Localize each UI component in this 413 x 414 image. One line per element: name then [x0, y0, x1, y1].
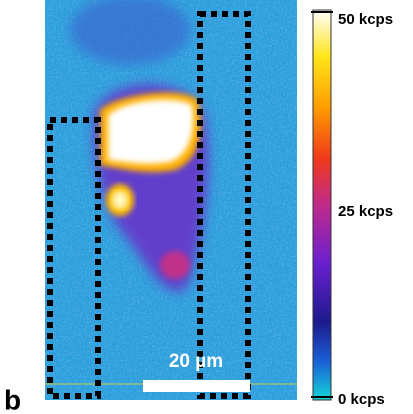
colorbar-label: 25 kcps — [338, 203, 393, 220]
panel-label: b — [4, 384, 21, 414]
region-outline — [47, 117, 101, 399]
fluorescence-map — [45, 0, 297, 400]
colorbar-label: 50 kcps — [338, 11, 393, 28]
colorbar — [312, 9, 332, 401]
colorbar-label: 0 kcps — [338, 391, 385, 408]
scale-bar — [143, 380, 250, 392]
scale-bar-label: 20 µm — [169, 351, 223, 372]
region-outline — [197, 11, 251, 399]
